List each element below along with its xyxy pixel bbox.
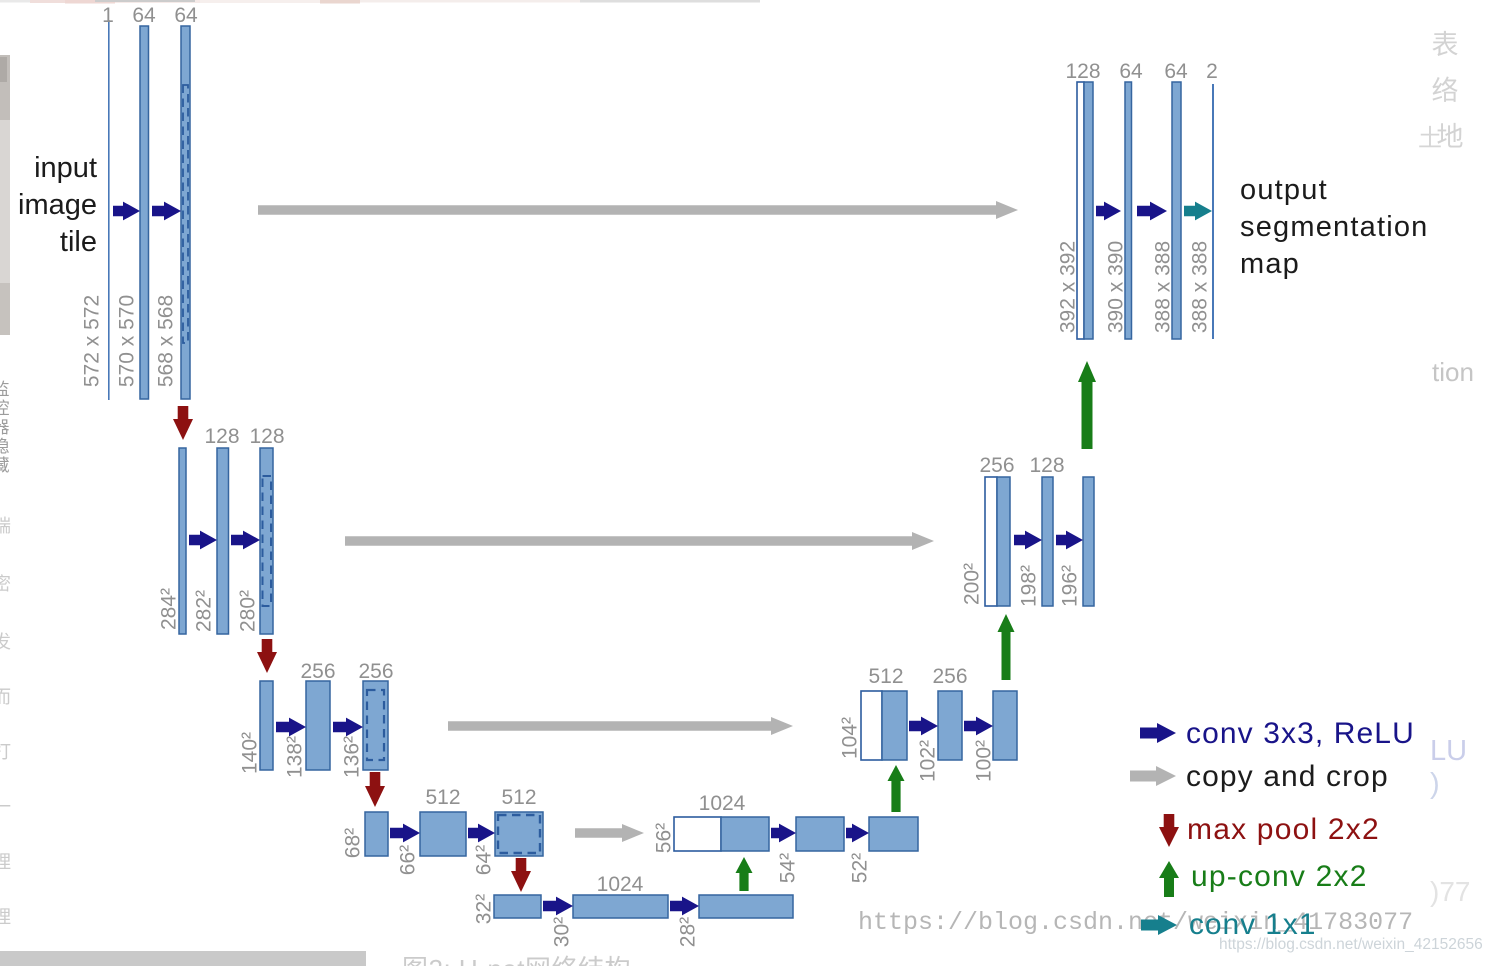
svg-text:up-conv 2x2: up-conv 2x2 — [1191, 860, 1368, 893]
svg-text:发: 发 — [0, 632, 11, 652]
svg-text:392 x 392: 392 x 392 — [1057, 241, 1080, 333]
svg-text:388 x 388: 388 x 388 — [1152, 241, 1175, 333]
svg-text:一: 一 — [0, 797, 11, 817]
svg-text:copy and crop: copy and crop — [1186, 760, 1389, 793]
svg-text:56²: 56² — [653, 823, 676, 853]
svg-text:128: 128 — [1029, 454, 1064, 477]
svg-text:30²: 30² — [551, 917, 574, 947]
svg-text:https://blog.csdn.net/weixin_4: https://blog.csdn.net/weixin_42152656 — [1219, 936, 1483, 953]
svg-text:控: 控 — [0, 399, 10, 418]
svg-text:打: 打 — [0, 742, 11, 762]
svg-text:而: 而 — [0, 687, 11, 707]
svg-text:output: output — [1240, 174, 1328, 206]
svg-text:280²: 280² — [237, 590, 260, 632]
svg-text:390 x 390: 390 x 390 — [1105, 241, 1128, 333]
svg-text:256: 256 — [358, 660, 393, 683]
svg-text:512: 512 — [425, 786, 460, 809]
svg-text:138²: 138² — [284, 736, 307, 778]
svg-text:64: 64 — [132, 4, 156, 27]
svg-text:地: 地 — [1437, 122, 1464, 152]
svg-text:196²: 196² — [1059, 565, 1082, 607]
svg-text:隐: 隐 — [0, 437, 10, 456]
svg-text:128: 128 — [204, 425, 239, 448]
svg-text:表: 表 — [1432, 30, 1459, 60]
svg-text:LU: LU — [1430, 735, 1467, 767]
svg-text:140²: 140² — [239, 732, 262, 774]
svg-text:)77: )77 — [1430, 876, 1470, 907]
svg-text:104²: 104² — [839, 717, 862, 759]
svg-text:理: 理 — [0, 907, 11, 927]
svg-text:藏: 藏 — [0, 456, 10, 475]
svg-text:52²: 52² — [849, 853, 872, 883]
svg-text:256: 256 — [932, 665, 967, 688]
svg-text:68²: 68² — [342, 828, 365, 858]
svg-text:284²: 284² — [158, 588, 181, 630]
svg-text:监: 监 — [0, 380, 10, 399]
svg-text:密: 密 — [0, 574, 11, 594]
svg-text:256: 256 — [979, 454, 1014, 477]
svg-text:388 x 388: 388 x 388 — [1189, 241, 1212, 333]
svg-text:conv 3x3, ReLU: conv 3x3, ReLU — [1186, 717, 1415, 750]
svg-text:32²: 32² — [473, 894, 496, 924]
svg-text:理: 理 — [0, 852, 11, 872]
svg-text:100²: 100² — [973, 740, 996, 782]
svg-text:64: 64 — [1119, 60, 1143, 83]
svg-text:64: 64 — [174, 4, 198, 27]
svg-text:max pool 2x2: max pool 2x2 — [1187, 813, 1380, 846]
svg-text:64²: 64² — [473, 845, 496, 875]
svg-text:conv 1x1: conv 1x1 — [1189, 908, 1316, 941]
svg-text:128: 128 — [1065, 60, 1100, 83]
svg-text:input: input — [34, 152, 97, 184]
svg-text:https://blog.csdn.net/weixin_4: https://blog.csdn.net/weixin_41783077 — [858, 908, 1413, 937]
svg-text:络: 络 — [1432, 76, 1459, 106]
svg-text:568 x 568: 568 x 568 — [155, 295, 178, 387]
svg-text:512: 512 — [501, 786, 536, 809]
svg-text:): ) — [1430, 768, 1440, 800]
svg-text:1: 1 — [102, 4, 114, 27]
svg-text:198²: 198² — [1018, 565, 1041, 607]
svg-text:256: 256 — [300, 660, 335, 683]
svg-text:端: 端 — [0, 516, 11, 536]
svg-text:512: 512 — [868, 665, 903, 688]
svg-text:map: map — [1240, 248, 1300, 280]
svg-text:64: 64 — [1164, 60, 1188, 83]
svg-text:segmentation: segmentation — [1240, 211, 1429, 243]
svg-text:1024: 1024 — [597, 873, 644, 896]
svg-text:200²: 200² — [961, 563, 984, 605]
svg-text:282²: 282² — [193, 590, 216, 632]
svg-text:2: 2 — [1206, 60, 1218, 83]
svg-text:tion: tion — [1432, 357, 1474, 387]
svg-text:image: image — [18, 189, 97, 221]
svg-text:图2: U-net网络结构: 图2: U-net网络结构 — [402, 954, 631, 966]
svg-text:54²: 54² — [777, 853, 800, 883]
svg-text:tile: tile — [60, 226, 97, 258]
svg-text:器: 器 — [0, 418, 10, 437]
svg-text:66²: 66² — [397, 845, 420, 875]
svg-text:102²: 102² — [917, 740, 940, 782]
svg-text:136²: 136² — [341, 736, 364, 778]
svg-text:1024: 1024 — [699, 792, 746, 815]
svg-text:土: 土 — [1418, 125, 1442, 152]
svg-text:128: 128 — [249, 425, 284, 448]
svg-text:570 x 570: 570 x 570 — [116, 295, 139, 387]
svg-text:572 x 572: 572 x 572 — [81, 295, 104, 387]
svg-text:28²: 28² — [677, 917, 700, 947]
